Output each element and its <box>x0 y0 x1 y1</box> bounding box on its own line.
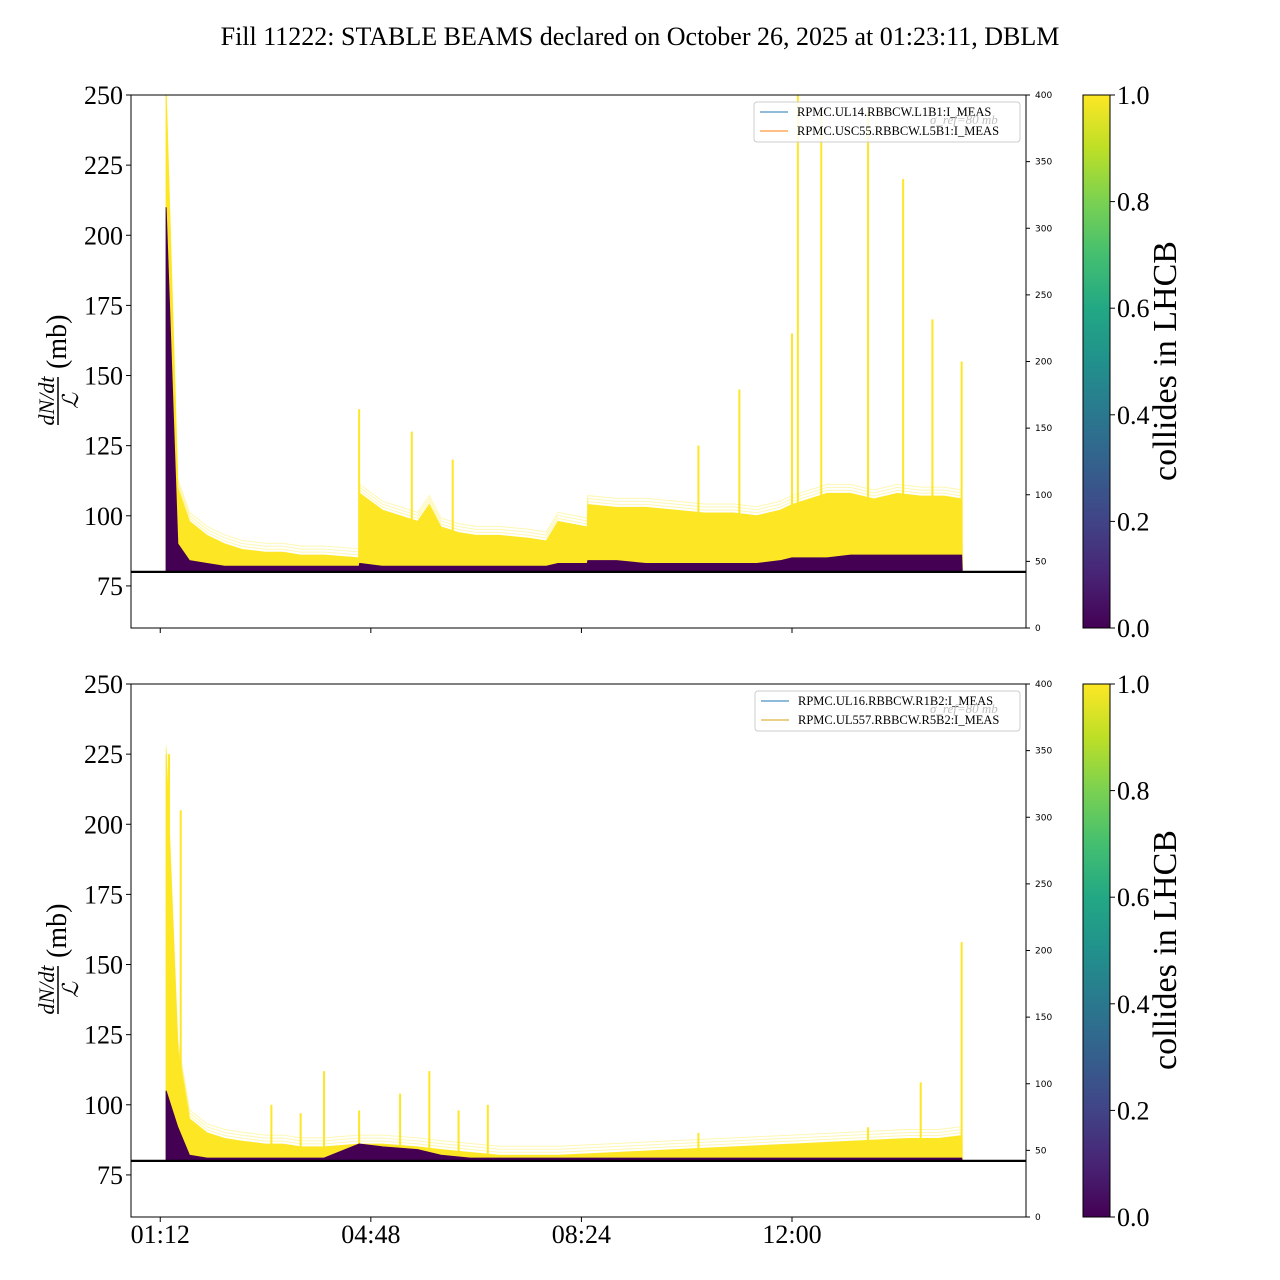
top-legend-box <box>753 101 1021 143</box>
top-secondary-ytick-label: 0 <box>1035 624 1041 634</box>
top-secondary-ytick-label: 100 <box>1035 491 1052 501</box>
top-secondary-y-axis: 0 50 100 150 200 250 300 350 400 <box>1026 91 1052 634</box>
bottom-colorbar-tick-label: 1.0 <box>1117 670 1150 699</box>
bottom-ylabel-numerator: dN/dt <box>34 965 59 1015</box>
top-collides-envelope-line <box>165 95 963 563</box>
top-ytick-label: 150 <box>84 362 123 391</box>
bottom-colorbar-tick-label: 0.0 <box>1117 1203 1150 1232</box>
top-colorbar-tick-label: 0.4 <box>1117 401 1150 430</box>
top-ytick-label: 100 <box>84 502 123 531</box>
top-ytick-label: 250 <box>84 81 123 110</box>
top-colorbar-gradient <box>1082 94 1111 629</box>
top-colorbar-tick-label: 0.0 <box>1117 614 1150 643</box>
bottom-xtick-label: 04:48 <box>341 1220 400 1249</box>
top-secondary-ytick-label: 250 <box>1035 291 1052 301</box>
bottom-x-axis: 01:12 04:48 08:24 12:00 <box>131 1217 822 1249</box>
top-legend: RPMC.UL14.RBBCW.L1B1:I_MEAS RPMC.USC55.R… <box>753 101 1021 143</box>
bottom-colorbar-gradient <box>1082 683 1111 1218</box>
top-ytick-label: 175 <box>84 291 123 320</box>
top-non-colliding-band <box>165 207 963 573</box>
top-ytick-label: 225 <box>84 151 123 180</box>
bottom-colorbar-tick-label: 0.6 <box>1117 883 1150 912</box>
bottom-secondary-ytick-label: 100 <box>1035 1080 1052 1090</box>
top-colorbar-tick-label: 0.8 <box>1117 188 1150 217</box>
bottom-legend: RPMC.UL16.RBBCW.R1B2:I_MEAS RPMC.UL557.R… <box>754 690 1021 732</box>
bottom-collides-envelope-line <box>165 748 963 1155</box>
bottom-legend-overlay: σ_ref=80 mb <box>930 701 998 716</box>
bottom-colorbar-tick-label: 0.8 <box>1117 777 1150 806</box>
bottom-colorbar-tick-label: 0.4 <box>1117 990 1150 1019</box>
bottom-xtick-label: 08:24 <box>552 1220 611 1249</box>
bottom-ylabel-denominator: ℒ <box>58 981 83 998</box>
bottom-axes-frame <box>130 683 1027 1218</box>
bottom-colorbar-label: collides in LHCB <box>1147 830 1184 1070</box>
top-secondary-ytick-label: 200 <box>1035 358 1052 368</box>
top-ylabel-numerator: dN/dt <box>34 376 59 426</box>
bottom-y-axis-label: dN/dt ℒ (mb) <box>34 904 83 1015</box>
bottom-secondary-ytick-label: 0 <box>1035 1213 1041 1223</box>
bottom-xtick-label: 12:00 <box>762 1220 821 1249</box>
bottom-collides-envelope-line <box>165 751 963 1158</box>
bottom-ytick-label: 175 <box>84 880 123 909</box>
bottom-secondary-y-axis: 0 50 100 150 200 250 300 350 400 <box>1026 680 1052 1223</box>
top-colorbar-label: collides in LHCB <box>1147 241 1184 481</box>
bottom-ytick-label: 75 <box>97 1161 123 1190</box>
bottom-collides-band <box>165 754 963 1162</box>
top-secondary-ytick-label: 150 <box>1035 424 1052 434</box>
bottom-secondary-ytick-label: 400 <box>1035 680 1052 690</box>
top-y-axis: 75 100 125 150 175 200 225 250 <box>84 81 131 601</box>
bottom-legend-box <box>754 690 1021 732</box>
top-colorbar-ticks: 0.0 0.2 0.4 0.6 0.8 1.0 <box>1110 81 1150 643</box>
bottom-colorbar-tick-label: 0.2 <box>1117 1096 1150 1125</box>
top-legend-entry-2: RPMC.USC55.RBBCW.L5B1:I_MEAS <box>797 124 999 138</box>
bottom-ytick-label: 150 <box>84 951 123 980</box>
bottom-legend-entry-1: RPMC.UL16.RBBCW.R1B2:I_MEAS <box>798 694 993 708</box>
top-secondary-ytick-label: 400 <box>1035 91 1052 101</box>
top-secondary-ytick-label: 350 <box>1035 158 1052 168</box>
top-colorbar: 0.0 0.2 0.4 0.6 0.8 1.0 collides in LHCB <box>1082 81 1184 643</box>
bottom-ytick-label: 125 <box>84 1021 123 1050</box>
bottom-ylabel-unit: (mb) <box>42 904 73 958</box>
top-plot-area <box>131 95 1026 573</box>
bottom-secondary-ytick-label: 300 <box>1035 813 1052 823</box>
bottom-secondary-ytick-label: 200 <box>1035 947 1052 957</box>
bottom-secondary-ytick-label: 50 <box>1035 1146 1047 1156</box>
bottom-legend-entry-2: RPMC.UL557.RBBCW.R5B2:I_MEAS <box>798 713 999 727</box>
bottom-ytick-label: 225 <box>84 740 123 769</box>
top-legend-overlay: σ_ref=80 mb <box>930 112 998 127</box>
top-ylabel-denominator: ℒ <box>58 392 83 409</box>
top-colorbar-tick-label: 1.0 <box>1117 81 1150 110</box>
top-collides-band <box>165 95 963 573</box>
bottom-ytick-label: 100 <box>84 1091 123 1120</box>
bottom-secondary-ytick-label: 250 <box>1035 880 1052 890</box>
bottom-ytick-label: 250 <box>84 670 123 699</box>
bottom-ytick-label: 200 <box>84 810 123 839</box>
bottom-y-axis: 75 100 125 150 175 200 225 250 <box>84 670 131 1190</box>
bottom-xtick-label: 01:12 <box>131 1220 190 1249</box>
bottom-colorbar: 0.0 0.2 0.4 0.6 0.8 1.0 collides in LHCB <box>1082 670 1184 1232</box>
top-legend-entry-1: RPMC.UL14.RBBCW.L1B1:I_MEAS <box>797 105 991 119</box>
top-ytick-label: 200 <box>84 221 123 250</box>
bottom-colorbar-ticks: 0.0 0.2 0.4 0.6 0.8 1.0 <box>1110 670 1150 1232</box>
bottom-collides-envelope-line <box>165 745 963 1152</box>
top-ylabel-unit: (mb) <box>42 315 73 369</box>
top-collides-envelope-line <box>165 95 963 566</box>
top-ytick-label: 75 <box>97 572 123 601</box>
top-secondary-ytick-label: 300 <box>1035 224 1052 234</box>
bottom-plot-area <box>131 745 1026 1162</box>
top-ytick-label: 125 <box>84 432 123 461</box>
bottom-secondary-ytick-label: 350 <box>1035 747 1052 757</box>
figure-title: Fill 11222: STABLE BEAMS declared on Oct… <box>221 22 1060 51</box>
bottom-secondary-ytick-label: 150 <box>1035 1013 1052 1023</box>
top-colorbar-tick-label: 0.2 <box>1117 507 1150 536</box>
top-collides-envelope-line <box>165 95 963 569</box>
top-colorbar-tick-label: 0.6 <box>1117 294 1150 323</box>
top-secondary-ytick-label: 50 <box>1035 557 1047 567</box>
bottom-non-colliding-band <box>165 1090 963 1162</box>
top-y-axis-label: dN/dt ℒ (mb) <box>34 315 83 426</box>
bottom-panel: 75 100 125 150 175 200 225 250 0 50 100 150 200 250 3… <box>34 670 1052 1249</box>
top-x-axis <box>159 628 793 633</box>
top-panel: 75 100 125 150 175 200 225 250 0 50 100 150 200 250 3… <box>34 81 1052 634</box>
